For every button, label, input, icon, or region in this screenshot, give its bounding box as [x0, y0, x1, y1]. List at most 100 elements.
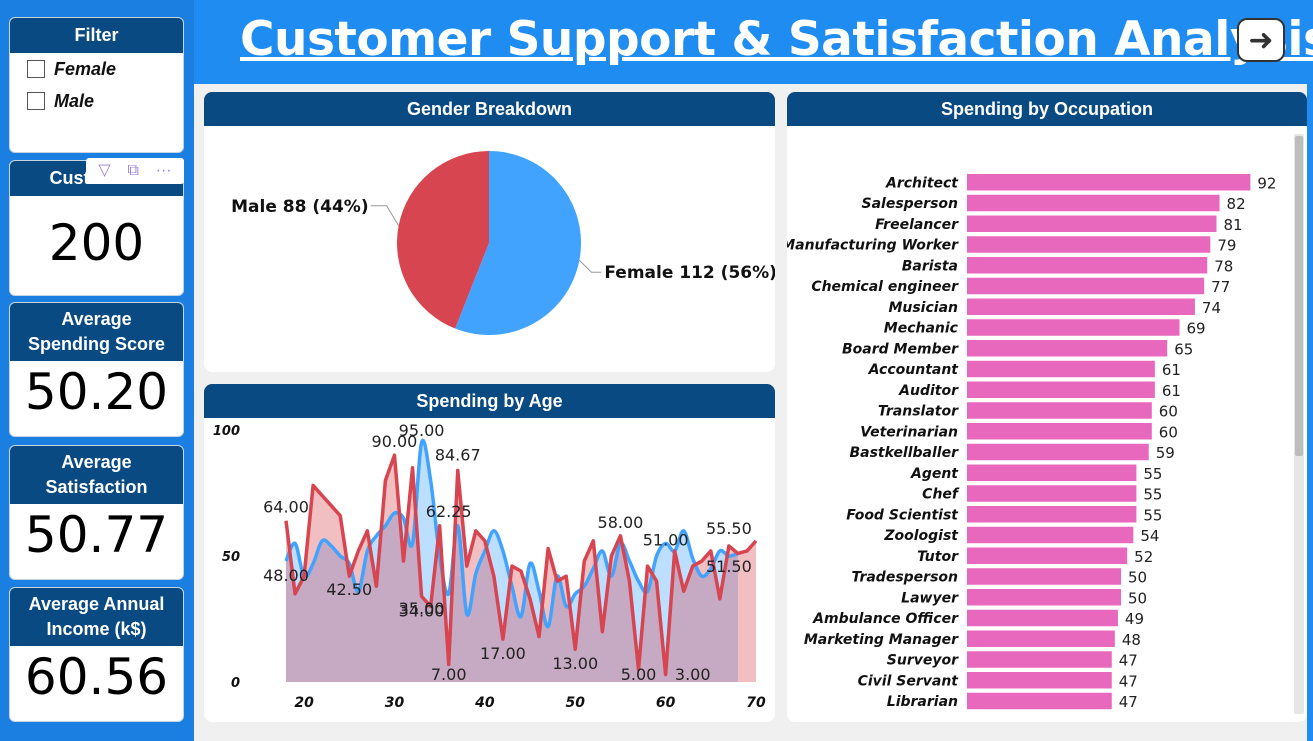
- data-label: 51.00: [643, 530, 689, 549]
- bar: [967, 692, 1112, 710]
- bar-value-label: 77: [1211, 278, 1230, 296]
- filter-option-female[interactable]: Female: [10, 53, 183, 85]
- male-checkbox[interactable]: [27, 92, 45, 110]
- occupation-scrollbar[interactable]: [1294, 134, 1304, 714]
- pie-leader-line: [579, 259, 602, 273]
- pie-slice-male: [397, 151, 489, 329]
- y-tick-label: 100: [213, 424, 240, 439]
- panel-title: Gender Breakdown: [204, 92, 775, 126]
- title-bar: [194, 0, 1313, 84]
- category-label: Accountant: [868, 362, 960, 378]
- category-label: Mechanic: [884, 321, 959, 337]
- filter-option-label: Female: [54, 58, 117, 79]
- bar: [967, 236, 1211, 253]
- y-tick-label: 50: [222, 550, 240, 565]
- bar-value-label: 92: [1257, 174, 1276, 192]
- bar: [967, 589, 1121, 606]
- bar: [967, 547, 1128, 564]
- bar: [967, 215, 1217, 232]
- bar: [967, 506, 1137, 523]
- panel-title: Spending by Occupation: [787, 92, 1307, 126]
- x-tick-label: 40: [474, 695, 495, 711]
- data-label: 55.50: [706, 519, 752, 538]
- gender-filter: Filter Female Male: [9, 17, 184, 153]
- kpi-label-line: Average Annual: [28, 594, 165, 614]
- more-options-icon[interactable]: ···: [155, 162, 172, 179]
- kpi-annual-income: Average Annual Income (k$) 60.56: [9, 587, 184, 722]
- bar-value-label: 60: [1159, 403, 1178, 421]
- data-label: 64.00: [263, 498, 309, 517]
- bar: [967, 651, 1112, 668]
- panel-title: Spending by Age: [204, 384, 775, 418]
- bar: [967, 672, 1112, 689]
- data-label: 58.00: [598, 513, 644, 532]
- bar-value-label: 49: [1125, 610, 1144, 628]
- bar-value-label: 47: [1119, 652, 1138, 670]
- kpi-spending-score: Average Spending Score 50.20: [9, 302, 184, 437]
- satisfaction-line: [284, 453, 758, 677]
- category-label: Marketing Manager: [804, 632, 959, 648]
- filter-option-male[interactable]: Male: [10, 85, 183, 117]
- x-tick-label: 30: [385, 695, 405, 711]
- kpi-label-line: Average: [61, 452, 132, 472]
- bar-value-label: 55: [1143, 506, 1162, 524]
- next-page-button[interactable]: ➜: [1237, 18, 1285, 62]
- data-label: 13.00: [552, 654, 598, 673]
- bar-value-label: 82: [1227, 195, 1246, 213]
- bar-value-label: 60: [1159, 423, 1178, 441]
- category-label: Musician: [888, 300, 958, 316]
- bar: [967, 174, 1251, 191]
- category-label: Tutor: [917, 549, 959, 565]
- bar: [967, 340, 1168, 357]
- filter-icon[interactable]: ▽: [98, 162, 111, 179]
- data-label: 5.00: [621, 665, 657, 684]
- category-label: Board Member: [842, 341, 959, 357]
- bar: [967, 257, 1208, 274]
- data-label: 42.50: [326, 580, 372, 599]
- category-label: Translator: [878, 404, 959, 420]
- category-label: Food Scientist: [846, 507, 959, 523]
- bar-value-label: 81: [1223, 216, 1242, 234]
- bar: [967, 360, 1155, 378]
- data-label: 90.00: [372, 432, 418, 451]
- bar: [967, 464, 1137, 481]
- pie-slice-female: [455, 151, 581, 335]
- gender-pie-chart: Female 112 (56%) Male 88 (44%): [231, 151, 775, 335]
- pie-leader-line: [370, 205, 400, 227]
- focus-mode-icon[interactable]: ⧉: [127, 162, 139, 179]
- category-label: Auditor: [898, 383, 959, 399]
- category-label: Chemical engineer: [811, 279, 959, 295]
- x-tick-label: 50: [565, 695, 585, 711]
- data-label: 7.00: [431, 665, 467, 684]
- female-checkbox[interactable]: [27, 60, 45, 78]
- data-label: 34.00: [399, 601, 445, 620]
- bar-value-label: 61: [1162, 361, 1181, 379]
- satisfaction-area: [286, 455, 756, 682]
- bar: [967, 423, 1152, 440]
- spending-score-area: [286, 440, 738, 682]
- bar-value-label: 54: [1140, 527, 1159, 545]
- kpi-value: 200: [48, 214, 145, 272]
- filter-title: Filter: [10, 18, 183, 53]
- y-tick-label: 0: [231, 676, 240, 691]
- category-label: Barista: [902, 258, 958, 274]
- bar: [967, 319, 1180, 336]
- x-tick-label: 60: [656, 695, 676, 711]
- category-label: Zoologist: [883, 528, 959, 544]
- bar-value-label: 47: [1119, 672, 1138, 690]
- kpi-value: 50.77: [24, 506, 169, 564]
- kpi-label: Average Satisfaction: [10, 446, 183, 504]
- kpi-label: Average Annual Income (k$): [10, 588, 183, 646]
- data-label: 84.67: [435, 446, 481, 465]
- category-label: Manufacturing Worker: [787, 238, 959, 254]
- page-title: Customer Support & Satisfaction Analysis: [240, 12, 1313, 67]
- bar: [967, 381, 1155, 398]
- bar: [967, 277, 1205, 295]
- bar-value-label: 50: [1128, 569, 1147, 587]
- kpi-value: 60.56: [24, 648, 169, 706]
- spending-by-occupation-chart: Architect 92 Salesperson 82 Freelancer 81 Manu…: [787, 174, 1276, 711]
- scroll-thumb[interactable]: [1295, 136, 1303, 456]
- kpi-label: Average Spending Score: [10, 303, 183, 361]
- category-label: Lawyer: [901, 590, 959, 606]
- category-label: Salesperson: [862, 196, 959, 212]
